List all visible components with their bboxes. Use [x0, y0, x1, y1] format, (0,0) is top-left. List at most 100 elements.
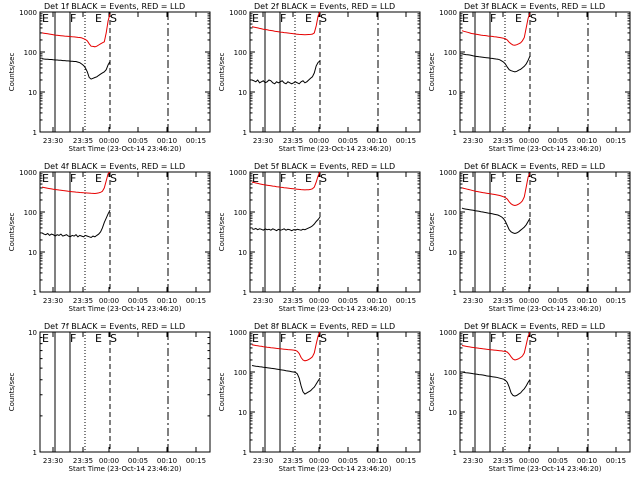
event-marker-letter: E — [252, 172, 259, 185]
x-tick-label: 00:15 — [186, 457, 206, 465]
event-marker-letter: E — [305, 12, 312, 25]
x-tick-label: 00:00 — [519, 457, 539, 465]
y-tick-label: 1000 — [439, 169, 457, 177]
x-tick-label: 00:15 — [396, 137, 416, 145]
y-tick-label: 1000 — [19, 169, 37, 177]
series-line-lld — [461, 12, 531, 46]
series-line-events — [41, 210, 111, 239]
chart-panel-4: Det 4f BLACK = Events, RED = LLD 1 10 100 10… — [8, 162, 211, 313]
event-marker-letter: E — [515, 332, 522, 345]
chart-panel-6: Det 6f BLACK = Events, RED = LLD 1 10 100 10… — [428, 162, 631, 313]
event-marker-letter: E — [462, 172, 469, 185]
y-axis-label: Counts/sec — [8, 53, 16, 92]
event-marker-letter: F — [70, 172, 76, 185]
x-tick-label: 00:00 — [519, 137, 539, 145]
event-marker-letter: E — [515, 12, 522, 25]
y-tick-label: 10 — [448, 249, 457, 257]
event-marker-letter: F — [280, 12, 286, 25]
x-tick-label: 23:35 — [283, 137, 303, 145]
y-axis-label: Counts/sec — [218, 213, 226, 252]
x-tick-label: 00:00 — [99, 137, 119, 145]
x-tick-label: 23:35 — [493, 137, 513, 145]
y-axis-label: Counts/sec — [428, 373, 436, 412]
x-tick-label: 00:05 — [338, 457, 358, 465]
event-marker-letter: S — [320, 332, 327, 345]
plot-frame — [459, 171, 631, 293]
x-tick-label: 00:00 — [519, 297, 539, 305]
event-marker-letter: E — [515, 172, 522, 185]
x-axis-label: Start Time (23-Oct-14 23:46:20) — [279, 465, 392, 473]
y-tick-label: 1 — [243, 449, 247, 457]
x-tick-label: 00:05 — [548, 457, 568, 465]
y-tick-label: 10 — [238, 249, 247, 257]
x-tick-label: 00:00 — [309, 137, 329, 145]
x-axis-label: Start Time (23-Oct-14 23:46:20) — [279, 145, 392, 153]
event-marker-letter: E — [252, 332, 259, 345]
y-tick-label: 10 — [448, 89, 457, 97]
x-tick-label: 00:10 — [157, 137, 177, 145]
x-tick-label: 00:15 — [186, 137, 206, 145]
x-tick-label: 00:15 — [606, 297, 626, 305]
chart-panel-1: Det 1f BLACK = Events, RED = LLD 1 10 100 10… — [8, 2, 211, 153]
series-line-events — [461, 207, 531, 235]
y-tick-label: 10 — [28, 249, 37, 257]
x-tick-label: 23:30 — [43, 457, 63, 465]
x-tick-label: 23:35 — [73, 137, 93, 145]
x-tick-label: 00:05 — [128, 297, 148, 305]
y-tick-label: 100 — [234, 209, 247, 217]
chart-title: Det 5f BLACK = Events, RED = LLD — [254, 162, 395, 171]
event-marker-letter: F — [490, 332, 496, 345]
series-line-events — [41, 58, 111, 80]
event-marker-letter: F — [70, 12, 76, 25]
event-marker-letter: E — [305, 332, 312, 345]
y-tick-label: 100 — [24, 49, 37, 57]
x-tick-label: 00:15 — [606, 137, 626, 145]
event-marker-letter: E — [305, 172, 312, 185]
event-marker-letter: E — [252, 12, 259, 25]
y-tick-label: 1000 — [229, 169, 247, 177]
event-marker-letter: E — [462, 12, 469, 25]
x-tick-label: 00:10 — [367, 457, 387, 465]
chart-title: Det 7f BLACK = Events, RED = LLD — [44, 322, 185, 331]
x-tick-label: 00:10 — [367, 137, 387, 145]
plot-frame — [459, 11, 631, 133]
series-line-lld — [251, 171, 321, 191]
x-tick-label: 00:15 — [396, 297, 416, 305]
y-tick-label: 1000 — [439, 9, 457, 17]
series-line-lld — [461, 172, 531, 207]
event-marker-letter: E — [462, 332, 469, 345]
plot-frame — [39, 11, 211, 133]
y-tick-label: 100 — [234, 369, 247, 377]
y-axis-label: Counts/sec — [428, 213, 436, 252]
x-tick-label: 00:10 — [367, 297, 387, 305]
chart-panel-5: Det 5f BLACK = Events, RED = LLD 1 10 100 10… — [218, 162, 421, 313]
x-tick-label: 00:10 — [577, 457, 597, 465]
y-tick-label: 10 — [238, 89, 247, 97]
y-tick-label: 100 — [444, 49, 457, 57]
y-tick-label: 10 — [238, 409, 247, 417]
x-tick-label: 00:15 — [186, 297, 206, 305]
y-tick-label: 1 — [453, 289, 457, 297]
chart-title: Det 8f BLACK = Events, RED = LLD — [254, 322, 395, 331]
event-marker-letter: S — [110, 172, 117, 185]
chart-title: Det 1f BLACK = Events, RED = LLD — [44, 2, 185, 11]
x-tick-label: 23:35 — [493, 297, 513, 305]
series-line-lld — [461, 332, 531, 361]
y-axis-label: Counts/sec — [8, 213, 16, 252]
x-tick-label: 00:15 — [396, 457, 416, 465]
event-marker-letter: E — [95, 172, 102, 185]
x-tick-label: 23:35 — [493, 457, 513, 465]
y-axis-label: Counts/sec — [428, 53, 436, 92]
x-axis-label: Start Time (23-Oct-14 23:46:20) — [489, 465, 602, 473]
y-tick-label: 10 — [28, 329, 37, 337]
plot-frame — [249, 171, 421, 293]
event-marker-letter: S — [320, 12, 327, 25]
series-line-lld — [251, 331, 321, 362]
chart-panel-9: Det 9f BLACK = Events, RED = LLD 1 10 100 10… — [428, 322, 631, 473]
y-tick-label: 1 — [243, 289, 247, 297]
event-marker-letter: S — [320, 172, 327, 185]
y-tick-label: 1000 — [229, 9, 247, 17]
chart-title: Det 3f BLACK = Events, RED = LLD — [464, 2, 605, 11]
x-tick-label: 00:10 — [577, 137, 597, 145]
